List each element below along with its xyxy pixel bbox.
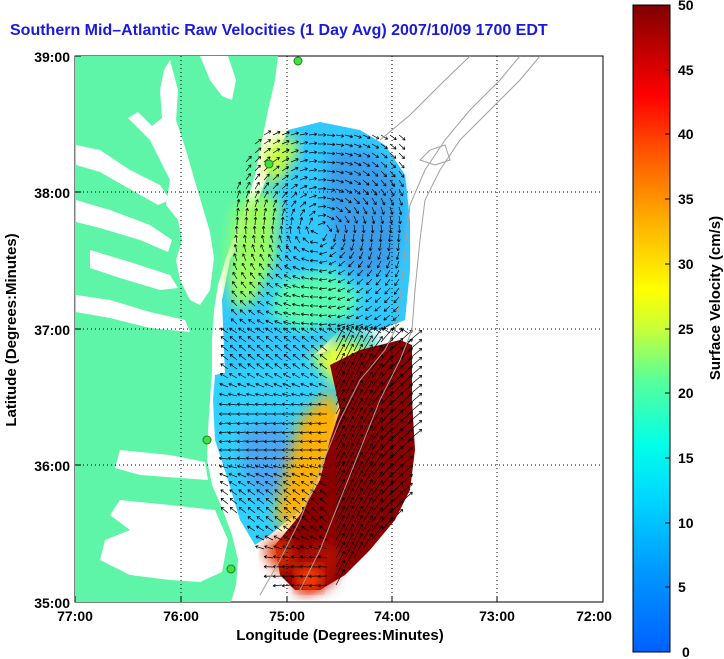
colorbar-tick-label: 40	[678, 126, 694, 142]
y-tick-label: 39:00	[34, 49, 70, 65]
colorbar-tick-label: 45	[678, 62, 694, 78]
y-axis-label: Latitude (Degrees:Minutes)	[3, 233, 20, 426]
axis-ticks	[74, 55, 604, 602]
colorbar-tick-label: 20	[678, 385, 694, 401]
colorbar-tick-label: 25	[678, 321, 694, 337]
river-james	[76, 295, 190, 332]
map-grid	[75, 56, 603, 602]
bathymetry-contours	[259, 56, 541, 596]
x-tick-label: 76:00	[163, 608, 199, 624]
velocity-field	[213, 122, 423, 595]
colorbar-tick-label: 5	[678, 579, 686, 595]
colorbar-label: Surface Velocity (cm/s)	[707, 216, 724, 380]
colorbar-tick-label: 35	[678, 191, 694, 207]
x-tick-label: 73:00	[479, 608, 515, 624]
colorbar-tick-label: 50	[678, 0, 694, 13]
river-york	[90, 250, 178, 290]
colorbar-gradient	[632, 4, 671, 653]
river-rappahannock	[76, 200, 172, 252]
colorbar-tick-label: 10	[678, 515, 694, 531]
y-tick-labels: 39:00 38:00 37:00 36:00 35:00	[34, 49, 70, 611]
x-tick-labels: 77:00 76:00 75:00 74:00 73:00 72:00	[57, 608, 612, 624]
x-tick-label: 74:00	[374, 608, 410, 624]
river-potomac	[76, 145, 170, 205]
y-tick-label: 36:00	[34, 458, 70, 474]
y-tick-label: 37:00	[34, 322, 70, 338]
x-tick-label: 77:00	[57, 608, 93, 624]
y-tick-label: 38:00	[34, 185, 70, 201]
radar-site-marker	[202, 435, 212, 445]
pamlico-sound	[100, 500, 228, 582]
y-tick-label: 35:00	[34, 595, 70, 611]
x-tick-label: 75:00	[269, 608, 305, 624]
colorbar-tick-label: 30	[678, 256, 694, 272]
map-title: Southern Mid–Atlantic Raw Velocities (1 …	[10, 22, 548, 39]
x-axis-label: Longitude (Degrees:Minutes)	[236, 627, 444, 644]
delaware-bay	[200, 56, 236, 100]
colorbar-tick-label: 15	[678, 450, 694, 466]
radar-site-marker	[264, 159, 274, 169]
radar-site-marker	[293, 56, 303, 66]
colorbar: 50 45 40 35 30 25 20 15 10 5 0 Surface V…	[632, 0, 724, 659]
colorbar-tick-label: 0	[682, 644, 690, 659]
vector-arrows-path	[218, 130, 423, 588]
radar-sites	[202, 56, 303, 574]
radar-site-marker	[226, 564, 236, 574]
current-vectors	[218, 130, 423, 588]
chesapeake-bay	[128, 60, 214, 305]
x-tick-label: 72:00	[576, 608, 612, 624]
albemarle-sound	[115, 450, 208, 480]
